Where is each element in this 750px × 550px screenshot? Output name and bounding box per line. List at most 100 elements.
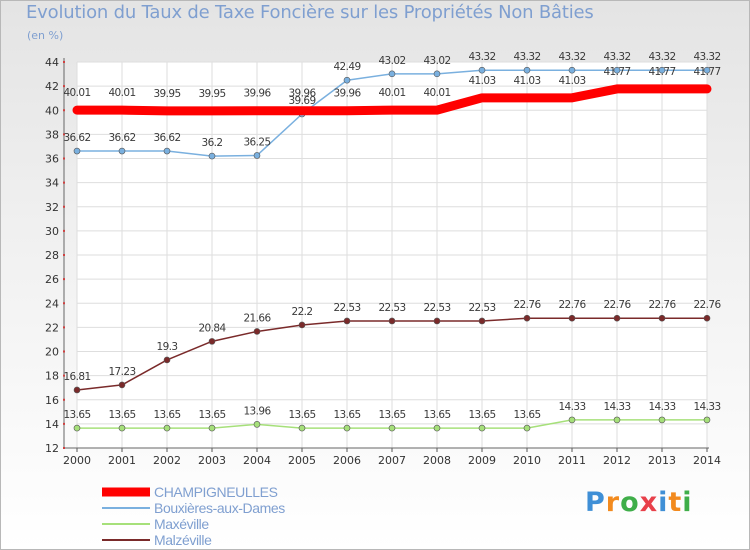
- y-tick-label: 18: [45, 370, 59, 383]
- x-tick-label: 2003: [198, 454, 226, 467]
- data-label: 13.65: [513, 409, 540, 421]
- x-tick-label: 2009: [468, 454, 496, 467]
- y-tick-label: 38: [45, 128, 59, 141]
- y-tick-label: 36: [45, 153, 59, 166]
- data-label: 40.01: [108, 87, 135, 99]
- data-point: [298, 424, 306, 432]
- data-label: 41.03: [468, 75, 495, 87]
- y-tick-label: 28: [45, 249, 59, 262]
- data-point: [163, 356, 171, 364]
- data-label: 21.66: [243, 312, 271, 324]
- data-label: 14.33: [603, 401, 630, 413]
- y-tick-label: 32: [45, 201, 59, 214]
- data-label: 36.25: [243, 136, 270, 148]
- x-tick-label: 2006: [333, 454, 361, 467]
- data-label: 22.53: [333, 302, 360, 314]
- data-point: [163, 424, 171, 432]
- logo-letter: i: [658, 487, 669, 518]
- data-point: [343, 76, 351, 84]
- y-tick-label: 12: [45, 442, 59, 455]
- data-point: [703, 66, 711, 74]
- data-label: 40.01: [378, 87, 405, 99]
- y-tick-label: 40: [45, 104, 59, 117]
- x-tick-label: 2005: [288, 454, 316, 467]
- data-point: [118, 381, 126, 389]
- data-point: [658, 314, 666, 322]
- data-label: 43.32: [513, 51, 540, 63]
- legend-swatch: [102, 523, 150, 525]
- proxiti-logo: Proxiti: [585, 487, 693, 518]
- y-tick-label: 24: [45, 297, 59, 310]
- data-label: 43.32: [648, 51, 675, 63]
- y-axis-marker: [63, 61, 65, 63]
- data-point: [433, 317, 441, 325]
- data-point: [658, 66, 666, 74]
- data-label: 14.33: [558, 401, 585, 413]
- x-tick-label: 2004: [243, 454, 271, 467]
- x-tick-label: 2007: [378, 454, 406, 467]
- data-point: [703, 416, 711, 424]
- data-point: [208, 338, 216, 345]
- data-label: 22.76: [558, 299, 586, 311]
- data-point: [388, 317, 396, 325]
- legend-label: CHAMPIGNEULLES: [154, 484, 278, 500]
- data-label: 39.95: [153, 88, 180, 100]
- data-label: 43.32: [468, 51, 495, 63]
- y-axis-marker: [63, 326, 65, 329]
- data-label: 22.76: [603, 299, 631, 311]
- data-label: 39.96: [243, 88, 271, 100]
- logo-letter: o: [620, 487, 640, 518]
- data-label: 22.76: [693, 299, 721, 311]
- data-label: 40.01: [63, 87, 90, 99]
- data-point: [613, 416, 621, 424]
- y-axis-marker: [63, 398, 65, 401]
- data-point: [568, 416, 576, 424]
- data-point: [253, 152, 261, 159]
- data-point: [613, 314, 621, 322]
- data-label: 22.76: [648, 299, 676, 311]
- data-label: 40.01: [423, 87, 450, 99]
- y-axis-marker: [63, 447, 65, 449]
- y-tick-label: 44: [45, 56, 59, 69]
- y-axis-marker: [63, 350, 65, 353]
- data-label: 43.32: [693, 51, 720, 63]
- data-label: 13.65: [468, 409, 495, 421]
- data-label: 13.65: [198, 409, 225, 421]
- data-label: 13.65: [423, 409, 450, 421]
- y-tick-label: 42: [45, 80, 59, 93]
- data-label: 43.02: [378, 55, 405, 67]
- data-label: 22.2: [292, 306, 313, 318]
- data-point: [118, 147, 126, 155]
- data-label: 39.69: [288, 95, 315, 107]
- data-label: 43.02: [423, 55, 450, 67]
- data-point: [343, 317, 351, 325]
- data-label: 43.32: [558, 51, 585, 63]
- y-axis-marker: [63, 422, 65, 425]
- data-point: [163, 147, 171, 155]
- data-point: [568, 314, 576, 322]
- data-label: 14.33: [693, 401, 720, 413]
- y-axis-marker: [63, 181, 65, 184]
- data-point: [658, 416, 666, 424]
- data-label: 39.96: [333, 88, 361, 100]
- chart-title: Evolution du Taux de Taxe Foncière sur l…: [26, 2, 594, 23]
- chart-unit-label: (en %): [27, 29, 64, 42]
- y-axis-marker: [63, 133, 65, 136]
- data-label: 13.65: [333, 409, 360, 421]
- x-tick-label: 2012: [603, 454, 631, 467]
- data-point: [73, 424, 81, 432]
- y-axis-marker: [63, 85, 65, 88]
- data-label: 16.81: [63, 371, 90, 383]
- data-label: 19.3: [157, 341, 178, 353]
- data-point: [523, 424, 531, 432]
- y-axis-marker: [63, 278, 65, 281]
- data-label: 41.77: [603, 66, 630, 78]
- data-label: 41.77: [648, 66, 675, 78]
- x-tick-label: 2014: [693, 454, 721, 467]
- data-label: 13.65: [63, 409, 90, 421]
- y-tick-label: 14: [45, 418, 59, 431]
- data-point: [73, 147, 81, 155]
- data-point: [118, 424, 126, 432]
- logo-letter: i: [682, 487, 693, 518]
- data-point: [298, 321, 306, 329]
